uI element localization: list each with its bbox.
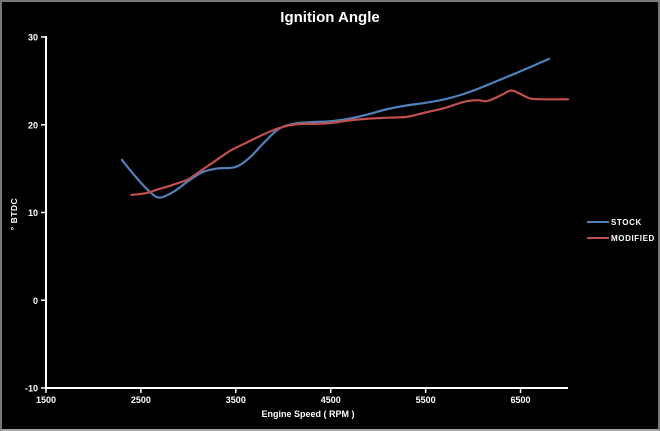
axis-ticks bbox=[41, 36, 522, 393]
x-tick-label: 3500 bbox=[226, 395, 246, 405]
x-tick-label: 6500 bbox=[511, 395, 531, 405]
y-tick-label: 30 bbox=[28, 33, 38, 43]
y-tick-label: 10 bbox=[28, 208, 38, 218]
legend-item-modified: MODIFIED bbox=[587, 230, 655, 246]
axis-lines bbox=[45, 36, 568, 389]
modified-line-swatch-icon bbox=[587, 237, 609, 239]
legend-label-modified: MODIFIED bbox=[611, 233, 655, 243]
stock-line-swatch-icon bbox=[587, 221, 609, 223]
chart-title: Ignition Angle bbox=[280, 9, 379, 26]
x-tick-label: 4500 bbox=[321, 395, 341, 405]
series-lines bbox=[120, 57, 570, 199]
series-line-stock bbox=[120, 57, 551, 199]
y-tick-label: 20 bbox=[28, 120, 38, 130]
y-axis-title: ° BTDC bbox=[9, 198, 19, 230]
legend-label-stock: STOCK bbox=[611, 217, 642, 227]
series-line-modified bbox=[130, 89, 570, 196]
axis-tick-labels: 1500 2500 3500 4500 5500 6500 30 20 10 0 -10 bbox=[25, 33, 531, 406]
legend: STOCK MODIFIED bbox=[587, 214, 655, 246]
x-tick-label: 1500 bbox=[36, 395, 56, 405]
y-tick-label: 0 bbox=[33, 296, 38, 306]
x-axis-title: Engine Speed ( RPM ) bbox=[261, 409, 354, 419]
x-tick-label: 5500 bbox=[416, 395, 436, 405]
axes bbox=[45, 36, 568, 389]
y-tick-label: -10 bbox=[25, 384, 38, 394]
legend-item-stock: STOCK bbox=[587, 214, 655, 230]
x-tick-label: 2500 bbox=[131, 395, 151, 405]
